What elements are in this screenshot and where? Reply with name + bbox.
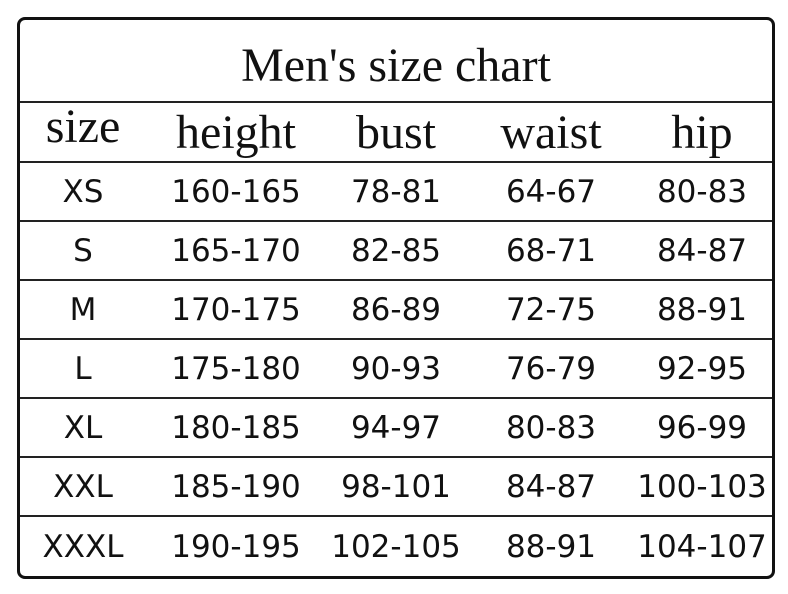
table-cell: 82-85 (350, 232, 442, 269)
table-cell: 104-107 (637, 528, 767, 565)
table-cell: 76-79 (505, 350, 597, 387)
table-cell: 86-89 (350, 291, 442, 328)
table-cell: 84-87 (656, 232, 748, 269)
table-row: L 175-180 90-93 76-79 92-95 (20, 340, 772, 399)
table-cell: 96-99 (656, 409, 748, 446)
column-header: bust (355, 105, 437, 159)
table-cell: 160-165 (171, 173, 301, 210)
table-title: Men's size chart (20, 20, 772, 103)
table-cell: 88-91 (656, 291, 748, 328)
table-cell: 175-180 (171, 350, 301, 387)
table-cell: XXL (53, 468, 113, 505)
table-row: S 165-170 82-85 68-71 84-87 (20, 222, 772, 281)
table-cell: 185-190 (171, 468, 301, 505)
size-table: Men's size chart size height bust waist hip X… (17, 17, 775, 579)
table-cell: 88-91 (505, 528, 597, 565)
table-cell: S (73, 232, 93, 269)
header-row: size height bust waist hip (20, 100, 772, 163)
table-row: M 170-175 86-89 72-75 88-91 (20, 281, 772, 340)
table-cell: 190-195 (171, 528, 301, 565)
table-cell: 78-81 (350, 173, 442, 210)
table-row: XXL 185-190 98-101 84-87 100-103 (20, 458, 772, 517)
table-row: XS 160-165 78-81 64-67 80-83 (20, 163, 772, 222)
table-cell: XL (63, 409, 103, 446)
table-cell: 92-95 (656, 350, 748, 387)
table-cell: 90-93 (350, 350, 442, 387)
table-cell: 170-175 (171, 291, 301, 328)
table-cell: 94-97 (350, 409, 442, 446)
column-header: height (176, 105, 296, 159)
table-cell: 64-67 (505, 173, 597, 210)
table-cell: XXXL (42, 528, 124, 565)
column-header: waist (500, 105, 602, 159)
table-cell: 102-105 (331, 528, 461, 565)
table-row: XL 180-185 94-97 80-83 96-99 (20, 399, 772, 458)
column-header: size (45, 99, 121, 153)
table-cell: XS (62, 173, 104, 210)
table-cell: 100-103 (637, 468, 767, 505)
table-cell: 98-101 (341, 468, 451, 505)
table-row: XXXL 190-195 102-105 88-91 104-107 (20, 517, 772, 576)
table-cell: 165-170 (171, 232, 301, 269)
column-header: hip (671, 105, 733, 159)
table-cell: 80-83 (656, 173, 748, 210)
table-cell: M (69, 291, 97, 328)
table-cell: 80-83 (505, 409, 597, 446)
table-cell: 68-71 (505, 232, 597, 269)
table-cell: 180-185 (171, 409, 301, 446)
table-cell: L (74, 350, 92, 387)
table-cell: 84-87 (505, 468, 597, 505)
table-cell: 72-75 (505, 291, 597, 328)
